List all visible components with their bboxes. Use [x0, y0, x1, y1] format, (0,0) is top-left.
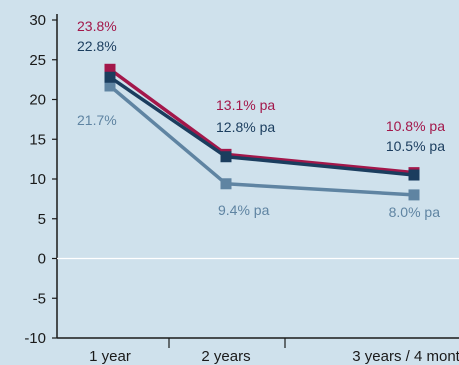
data-label-navy: 10.5% pa — [386, 138, 445, 154]
x-tick-label: 2 years — [201, 348, 250, 365]
data-label-crimson: 10.8% pa — [386, 118, 445, 134]
data-label-navy: 12.8% pa — [216, 119, 275, 135]
data-label-navy: 22.8% — [77, 38, 117, 54]
data-point-crimson — [104, 63, 116, 75]
data-point-slate — [408, 189, 420, 201]
x-tick-label: 1 year — [89, 348, 131, 365]
y-tick-label: 10 — [29, 171, 46, 188]
data-label-crimson: 23.8% — [77, 18, 117, 34]
y-tick-label: -5 — [33, 290, 46, 307]
y-tick-label: 0 — [38, 251, 46, 268]
data-point-slate — [220, 178, 232, 190]
chart-series-markers — [104, 63, 420, 201]
y-tick-label: 15 — [29, 131, 46, 148]
data-label-slate: 21.7% — [77, 112, 117, 128]
data-point-navy — [408, 169, 420, 181]
x-tick-label: 3 years / 4 months — [352, 348, 459, 365]
data-label-crimson: 13.1% pa — [216, 97, 275, 113]
chart-data-labels: 23.8% 22.8% 21.7% 13.1% pa 12.8% pa 9.4% pa 10… — [77, 18, 445, 220]
data-label-slate: 9.4% pa — [218, 202, 270, 218]
y-tick-label: -10 — [24, 330, 46, 347]
chart-axes: 30 25 20 15 10 5 0 -5 -10 1 year 2 years 3 years / … — [24, 12, 459, 365]
y-tick-label: 30 — [29, 12, 46, 29]
data-point-slate — [104, 80, 116, 92]
y-tick-label: 25 — [29, 52, 46, 69]
data-point-navy — [104, 71, 116, 83]
data-label-slate: 8.0% pa — [389, 204, 441, 220]
y-tick-label: 5 — [38, 211, 46, 228]
y-tick-label: 20 — [29, 92, 46, 109]
data-point-navy — [220, 151, 232, 163]
